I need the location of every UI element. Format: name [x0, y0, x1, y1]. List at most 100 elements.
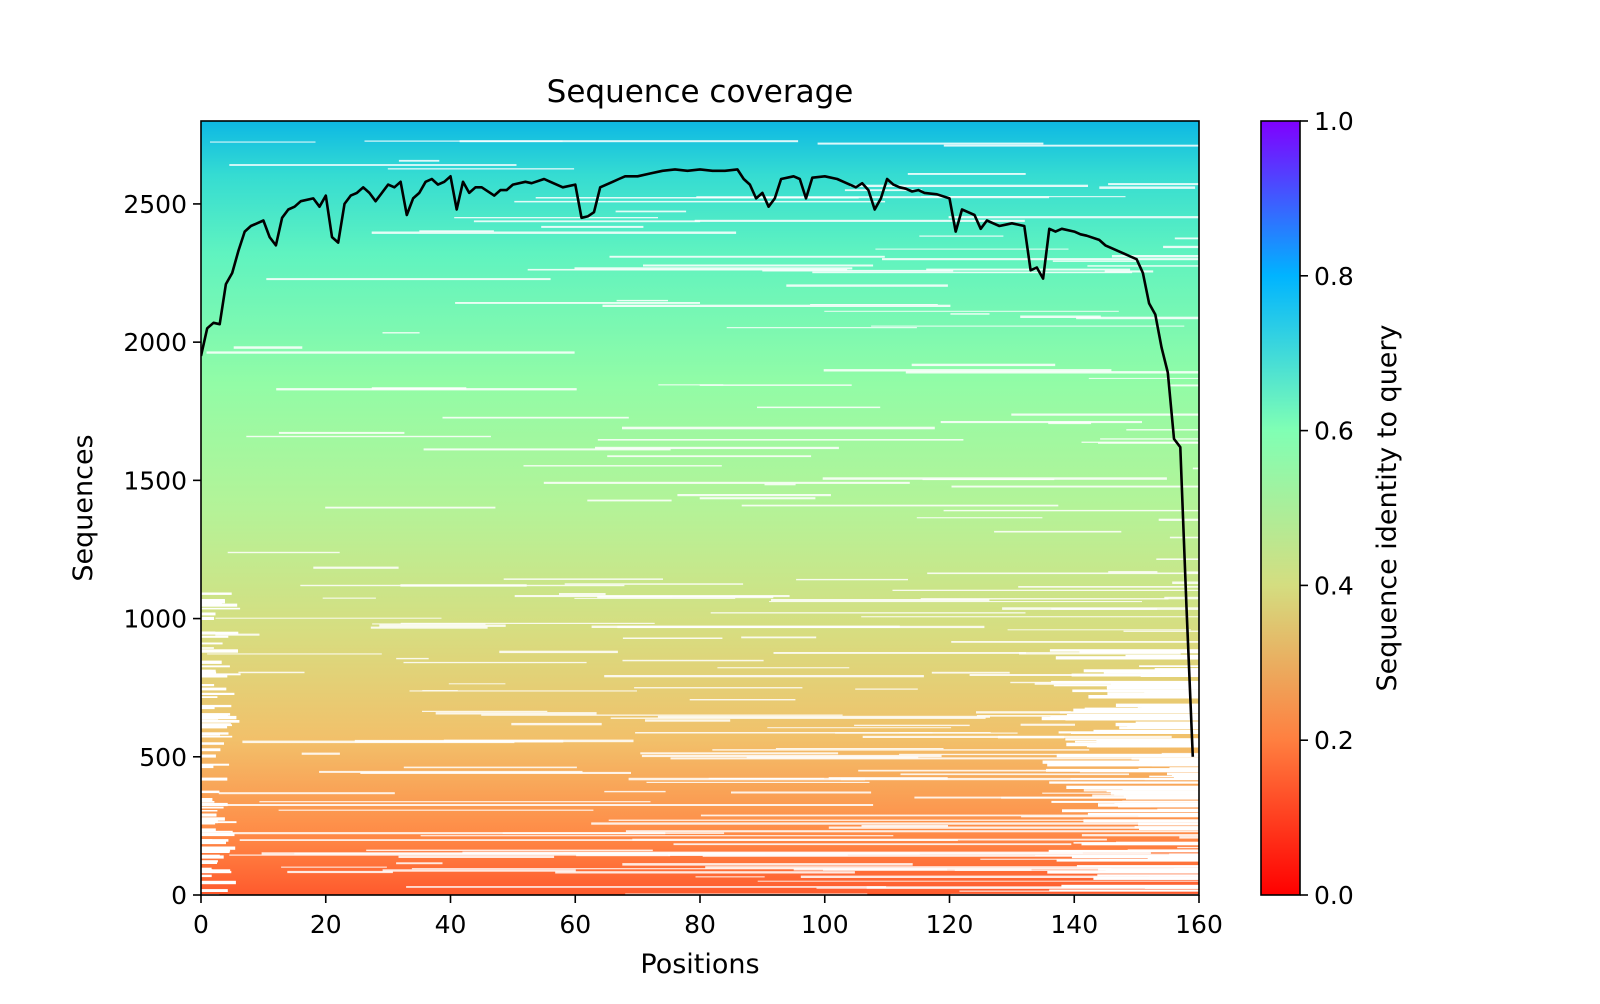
- gap-line: [201, 810, 218, 812]
- y-tick-label: 1000: [123, 605, 187, 634]
- gap-line: [201, 806, 224, 809]
- gap-line: [396, 657, 429, 660]
- gap-line: [817, 142, 1044, 145]
- gap-line: [866, 886, 1199, 889]
- gap-line: [207, 653, 382, 655]
- gap-line: [201, 869, 231, 872]
- gap-line: [502, 832, 725, 834]
- gap-line: [646, 781, 870, 783]
- gap-line: [201, 642, 223, 645]
- gap-line: [370, 626, 488, 629]
- coverage-gaps: [201, 140, 1199, 895]
- gap-line: [1071, 673, 1199, 677]
- gap-line: [201, 754, 216, 758]
- gap-line: [943, 509, 1199, 512]
- gap-line: [364, 140, 563, 142]
- gap-line: [916, 517, 1043, 519]
- gap-line: [455, 302, 700, 304]
- gap-line: [1139, 827, 1199, 830]
- gap-line: [1126, 796, 1199, 800]
- chart-title: Sequence coverage: [547, 74, 854, 110]
- gap-line: [610, 717, 986, 719]
- y-tick-label: 2500: [123, 190, 187, 219]
- gap-line: [641, 754, 942, 758]
- gap-line: [1154, 813, 1199, 816]
- gap-line: [201, 592, 232, 595]
- gap-line: [201, 850, 230, 853]
- gap-line: [1104, 270, 1154, 273]
- gap-line: [201, 798, 213, 801]
- gap-line: [435, 712, 597, 715]
- gap-line: [1144, 778, 1199, 781]
- gap-line: [1173, 738, 1199, 742]
- gap-line: [717, 667, 850, 669]
- x-tick-label: 0: [193, 910, 209, 939]
- gap-line: [400, 584, 527, 587]
- x-tick-label: 160: [1175, 910, 1223, 939]
- gap-line: [793, 868, 948, 871]
- gap-line: [634, 687, 803, 689]
- gap-line: [411, 868, 1112, 870]
- gap-line: [422, 690, 458, 692]
- gap-line: [1137, 704, 1199, 708]
- gap-line: [1157, 808, 1199, 811]
- gap-line: [210, 141, 316, 143]
- gap-line: [668, 853, 1199, 856]
- colorbar-tick-label: 0.8: [1314, 262, 1354, 291]
- gap-line: [201, 801, 215, 803]
- gap-line: [201, 830, 233, 833]
- gap-line: [1164, 596, 1199, 600]
- gap-line: [1179, 836, 1199, 839]
- gap-line: [1141, 707, 1199, 711]
- gap-line: [1156, 558, 1199, 560]
- gap-line: [1049, 649, 1199, 652]
- gap-line: [773, 652, 1026, 654]
- gap-line: [786, 284, 948, 287]
- gap-line: [1158, 518, 1199, 521]
- gap-line: [1048, 849, 1199, 853]
- gap-line: [1114, 669, 1199, 672]
- gap-line: [726, 327, 917, 329]
- gap-line: [1111, 255, 1199, 258]
- gap-line: [695, 876, 765, 878]
- gap-line: [699, 384, 852, 386]
- gap-line: [201, 870, 232, 874]
- gap-line: [587, 499, 672, 502]
- gap-line: [858, 769, 1199, 772]
- gap-line: [201, 869, 213, 872]
- gap-line: [201, 720, 240, 723]
- gap-line: [919, 235, 1004, 237]
- y-tick-label: 0: [171, 881, 187, 910]
- gap-line: [382, 869, 576, 872]
- gap-line: [705, 866, 1199, 869]
- gap-line: [1059, 711, 1199, 714]
- gap-line: [201, 713, 231, 716]
- gap-line: [810, 304, 938, 305]
- gap-line: [543, 481, 910, 484]
- gap-line: [201, 813, 217, 817]
- gap-line: [1169, 853, 1199, 856]
- gap-line: [559, 593, 606, 596]
- gap-line: [454, 217, 658, 219]
- gap-line: [574, 267, 853, 270]
- gap-line: [266, 278, 551, 281]
- gap-line: [1076, 865, 1199, 868]
- gap-line: [201, 880, 236, 885]
- gap-line: [201, 817, 225, 821]
- gap-line: [604, 675, 924, 678]
- gap-line: [1123, 630, 1199, 632]
- gap-line: [1066, 742, 1199, 747]
- gap-line: [201, 833, 235, 837]
- gap-line: [1115, 716, 1199, 719]
- gap-line: [699, 497, 816, 500]
- gap-line: [1065, 718, 1199, 721]
- gap-line: [1049, 781, 1199, 784]
- x-tick-label: 140: [1050, 910, 1098, 939]
- gap-line: [616, 299, 668, 302]
- gap-line: [1093, 876, 1199, 880]
- gap-line: [1071, 855, 1199, 859]
- gap-line: [227, 551, 340, 554]
- y-tick-label: 1500: [123, 466, 187, 495]
- gap-line: [950, 313, 990, 315]
- gap-line: [1169, 767, 1199, 770]
